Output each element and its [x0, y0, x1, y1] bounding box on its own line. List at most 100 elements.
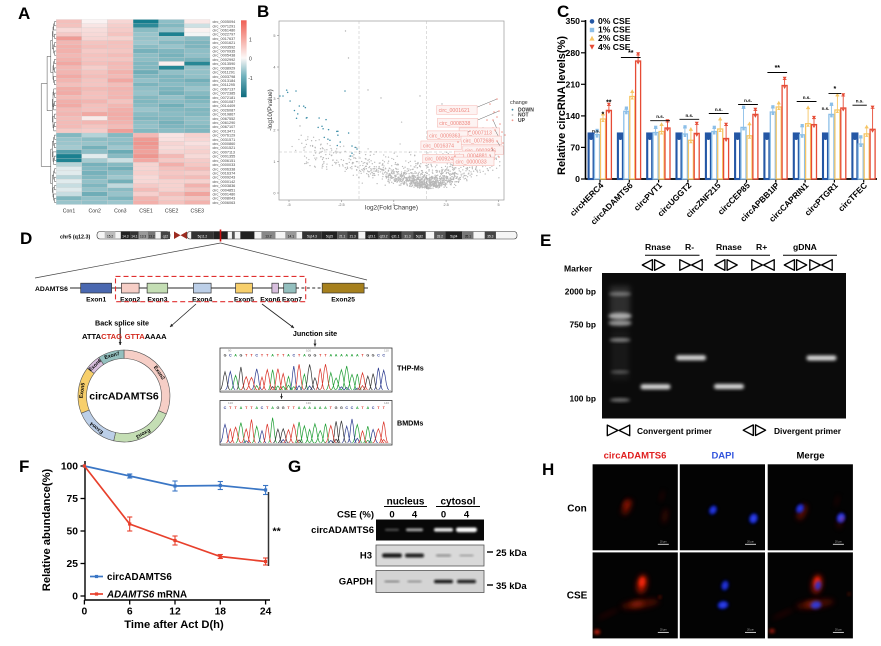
- svg-text:C: C: [377, 353, 380, 357]
- svg-text:C: C: [292, 353, 295, 357]
- svg-text:140: 140: [384, 401, 389, 405]
- svg-text:Exon6: Exon6: [260, 296, 280, 303]
- svg-text:T: T: [229, 406, 232, 410]
- svg-text:T: T: [324, 353, 327, 357]
- svg-text:circ_0072385: circ_0072385: [213, 92, 236, 96]
- svg-text:Exon7: Exon7: [282, 296, 302, 303]
- svg-text:Exon5: Exon5: [79, 382, 87, 398]
- svg-text:A: A: [324, 406, 327, 410]
- svg-text:T: T: [245, 406, 248, 410]
- svg-text:circ_0009243: circ_0009243: [425, 157, 456, 163]
- svg-text:G: G: [288, 457, 301, 476]
- svg-text:110: 110: [384, 349, 389, 353]
- svg-text:20 μm: 20 μm: [835, 540, 842, 543]
- svg-text:20 μm: 20 μm: [835, 628, 842, 631]
- svg-text:G: G: [239, 353, 242, 357]
- svg-text:C: C: [255, 353, 258, 357]
- svg-text:UP: UP: [518, 118, 526, 124]
- svg-text:q23.1: q23.1: [368, 234, 376, 238]
- svg-text:circ_0001087: circ_0001087: [213, 100, 236, 104]
- svg-text:20 μm: 20 μm: [660, 628, 667, 631]
- svg-text:circADAMTS6: circADAMTS6: [89, 391, 159, 403]
- svg-text:1% CSE: 1% CSE: [598, 25, 631, 35]
- svg-text:circ_0001521: circ_0001521: [213, 146, 236, 150]
- svg-text:circ_0067552: circ_0067552: [213, 117, 236, 121]
- svg-text:CSE2: CSE2: [165, 209, 179, 215]
- svg-text:gDNA: gDNA: [793, 242, 817, 252]
- svg-text:T: T: [266, 353, 269, 357]
- svg-text:5: 5: [273, 34, 275, 38]
- svg-text:circ_0026087: circ_0026087: [213, 108, 236, 112]
- svg-text:Exon25: Exon25: [331, 296, 355, 303]
- svg-text:4: 4: [412, 510, 418, 521]
- svg-text:C: C: [261, 406, 264, 410]
- svg-text:ADAMTS6: ADAMTS6: [35, 286, 68, 293]
- svg-text:n.s.: n.s.: [656, 114, 664, 119]
- svg-text:A: A: [255, 406, 258, 410]
- svg-text:T: T: [361, 353, 364, 357]
- svg-text:circ_0009363: circ_0009363: [429, 133, 460, 139]
- svg-text:G: G: [224, 353, 227, 357]
- svg-text:n.s.: n.s.: [715, 107, 723, 112]
- svg-text:-1: -1: [248, 76, 253, 82]
- svg-text:T: T: [245, 353, 248, 357]
- svg-text:Exon1: Exon1: [86, 296, 106, 303]
- svg-text:n.s.: n.s.: [803, 95, 811, 100]
- svg-text:circ_0005438: circ_0005438: [213, 54, 236, 58]
- svg-text:A: A: [329, 353, 332, 357]
- svg-text:210: 210: [566, 79, 581, 89]
- svg-text:circ_0003592: circ_0003592: [213, 45, 236, 49]
- svg-text:5q15: 5q15: [326, 234, 333, 238]
- svg-text:NOT: NOT: [518, 113, 529, 119]
- svg-text:Junction site: Junction site: [293, 329, 337, 338]
- svg-text:T: T: [383, 406, 386, 410]
- svg-text:100: 100: [306, 349, 311, 353]
- svg-text:A: A: [366, 406, 369, 410]
- svg-text:circ_0017637: circ_0017637: [213, 37, 236, 41]
- svg-text:13.2: 13.2: [148, 234, 154, 238]
- svg-text:21.3: 21.3: [350, 234, 356, 238]
- svg-text:2: 2: [273, 128, 275, 132]
- svg-text:T: T: [282, 353, 285, 357]
- svg-text:0: 0: [393, 203, 395, 207]
- svg-text:20 μm: 20 μm: [747, 628, 754, 631]
- svg-text:circ_0005094: circ_0005094: [213, 20, 236, 24]
- svg-text:13.3: 13.3: [140, 234, 146, 238]
- svg-text:35 kDa: 35 kDa: [496, 581, 527, 592]
- svg-text:0: 0: [273, 191, 275, 195]
- svg-text:Marker: Marker: [564, 264, 593, 274]
- svg-text:100 bp: 100 bp: [569, 394, 596, 404]
- svg-text:T: T: [330, 406, 333, 410]
- svg-text:R+: R+: [756, 242, 767, 252]
- svg-text:circ_0001480: circ_0001480: [213, 193, 236, 197]
- svg-text:T: T: [377, 406, 380, 410]
- svg-text:circ_0022797: circ_0022797: [213, 33, 236, 37]
- svg-text:A: A: [303, 353, 306, 357]
- svg-text:GAPDH: GAPDH: [339, 577, 373, 588]
- svg-text:A: A: [335, 353, 338, 357]
- svg-text:15.2: 15.2: [107, 234, 113, 238]
- svg-text:circ_0004881: circ_0004881: [456, 154, 487, 160]
- svg-text:Divergent primer: Divergent primer: [774, 426, 842, 436]
- svg-text:circ_0007113: circ_0007113: [461, 130, 492, 136]
- svg-text:circ_0072181: circ_0072181: [213, 96, 236, 100]
- svg-text:*: *: [834, 86, 837, 93]
- svg-text:circ_0004851: circ_0004851: [213, 188, 236, 192]
- svg-text:C: C: [382, 353, 385, 357]
- svg-text:**: **: [628, 50, 634, 57]
- svg-text:cytosol: cytosol: [440, 497, 475, 508]
- svg-text:T: T: [293, 406, 296, 410]
- svg-text:Con2: Con2: [88, 209, 101, 215]
- svg-text:-2.5: -2.5: [338, 203, 345, 207]
- svg-text:A: A: [271, 353, 274, 357]
- svg-text:T: T: [261, 353, 264, 357]
- svg-text:n.s.: n.s.: [744, 98, 752, 103]
- svg-text:1: 1: [249, 38, 252, 44]
- svg-text:circ_0067107: circ_0067107: [213, 125, 236, 129]
- svg-text:G: G: [313, 353, 316, 357]
- svg-text:circ_0008338: circ_0008338: [439, 121, 470, 127]
- svg-text:circ_0000142: circ_0000142: [213, 180, 236, 184]
- svg-text:70: 70: [570, 142, 580, 152]
- svg-text:5q14.3: 5q14.3: [307, 234, 317, 238]
